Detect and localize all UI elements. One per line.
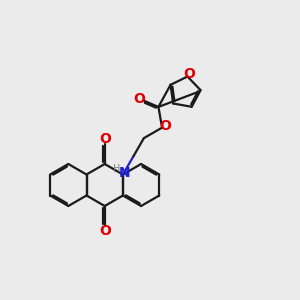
Text: N: N bbox=[118, 166, 130, 180]
Text: O: O bbox=[99, 224, 111, 238]
Text: H: H bbox=[113, 164, 120, 174]
Text: O: O bbox=[183, 67, 195, 81]
Text: O: O bbox=[134, 92, 145, 106]
Text: O: O bbox=[99, 132, 111, 146]
Text: O: O bbox=[160, 119, 172, 133]
